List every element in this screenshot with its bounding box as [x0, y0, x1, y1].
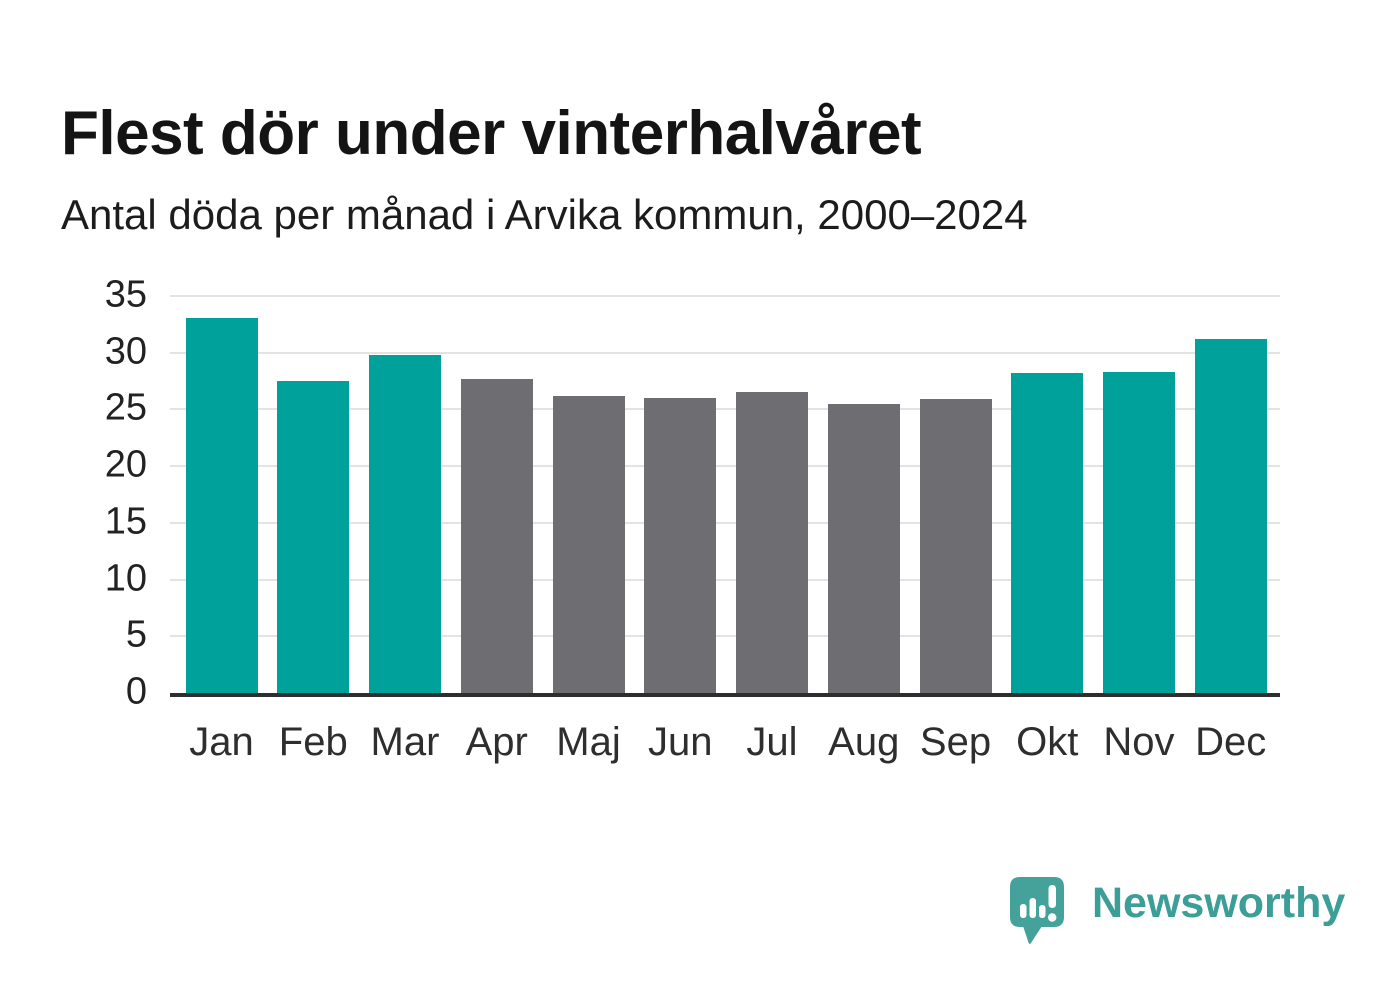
bar-okt	[1011, 373, 1084, 693]
x-tick-label-aug: Aug	[828, 720, 900, 764]
x-tick-label-jan: Jan	[189, 720, 254, 764]
gridline-25	[170, 408, 1280, 411]
gridline-5	[170, 635, 1280, 638]
gridline-15	[170, 521, 1280, 524]
x-tick-label-okt: Okt	[1016, 720, 1079, 764]
x-tick-label-maj: Maj	[556, 720, 621, 764]
bar-maj	[552, 395, 625, 693]
bar-nov	[1103, 371, 1175, 693]
x-tick-label-sep: Sep	[919, 720, 992, 764]
bar-jun	[644, 398, 717, 693]
bar-mar	[369, 354, 441, 693]
logo-mark-icon	[1010, 877, 1064, 944]
y-tick-label-35: 35	[104, 273, 147, 316]
bar-apr	[460, 378, 533, 693]
x-tick-label-apr: Apr	[465, 720, 528, 764]
bar-jul	[736, 392, 808, 693]
y-tick-label-10: 10	[104, 557, 147, 600]
gridline-35	[170, 295, 1280, 297]
bar-dec	[1194, 339, 1267, 693]
x-tick-label-jul: Jul	[746, 720, 798, 764]
gridline-10	[170, 578, 1280, 581]
x-tick-label-jun: Jun	[648, 720, 713, 764]
x-tick-label-nov: Nov	[1103, 720, 1175, 764]
chart-title: Flest dör under vinterhalvåret	[61, 98, 922, 168]
y-tick-label-0: 0	[125, 670, 147, 713]
bar-aug	[827, 403, 900, 693]
x-tick-label-feb: Feb	[278, 720, 348, 764]
gridline-30	[170, 351, 1280, 354]
y-tick-label-20: 20	[104, 443, 147, 486]
y-tick-label-30: 30	[104, 330, 147, 373]
x-tick-label-dec: Dec	[1195, 720, 1267, 764]
x-axis-line	[170, 693, 1280, 697]
bar-jan	[185, 317, 258, 693]
gridline-20	[170, 465, 1280, 468]
y-tick-label-15: 15	[104, 500, 147, 543]
y-tick-label-5: 5	[125, 613, 147, 656]
y-tick-label-25: 25	[104, 386, 147, 429]
newsworthy-logo: Newsworthy	[1010, 877, 1345, 947]
bar-sep	[919, 399, 992, 693]
chart-subtitle: Antal döda per månad i Arvika kommun, 20…	[61, 191, 1028, 238]
logo-text: Newsworthy	[1092, 879, 1346, 927]
bar-feb	[277, 381, 350, 693]
x-tick-label-mar: Mar	[370, 720, 440, 764]
